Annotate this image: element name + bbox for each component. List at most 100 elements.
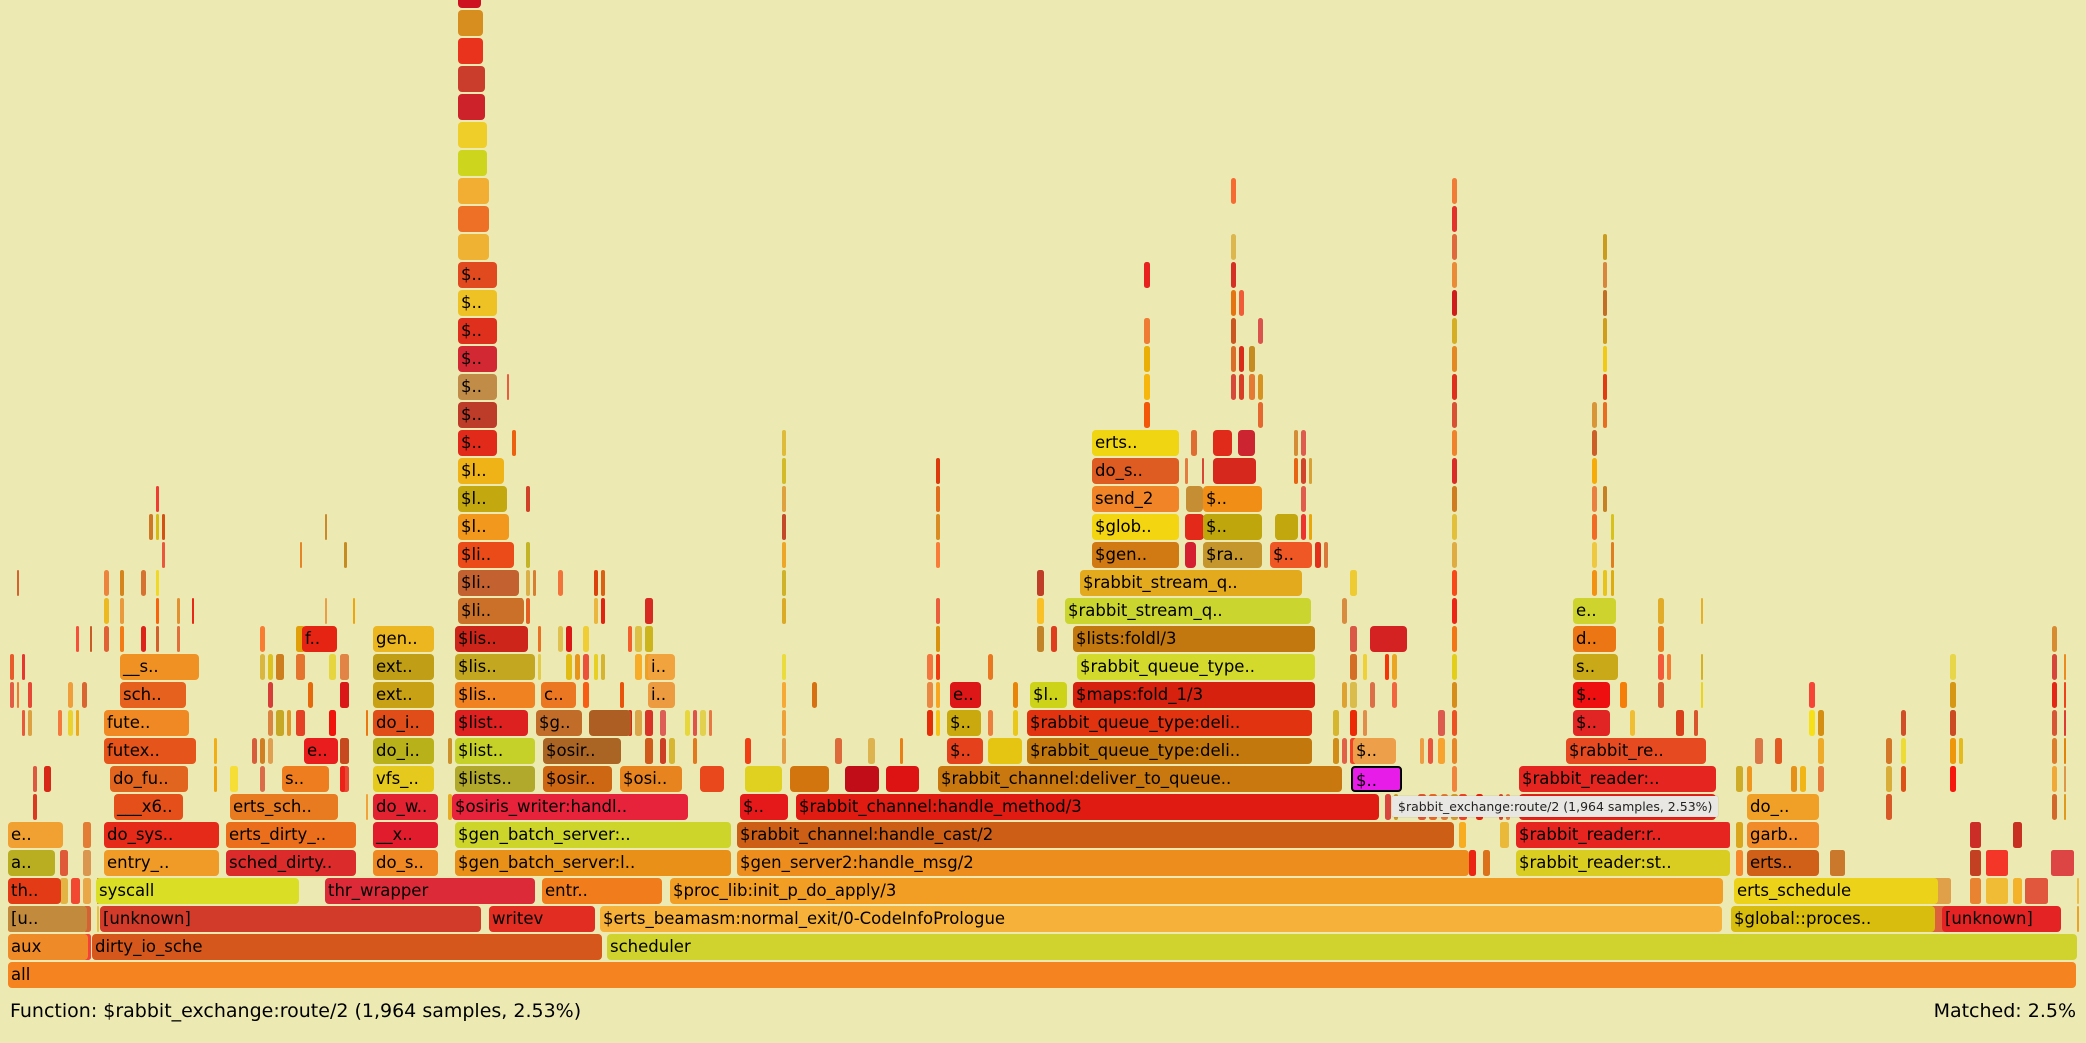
flame-sliver[interactable]: [365, 794, 369, 820]
flame-frame[interactable]: do_s..: [1092, 458, 1179, 484]
flame-sliver[interactable]: [155, 626, 160, 652]
flame-frame[interactable]: $..: [458, 374, 497, 400]
flame-sliver[interactable]: [162, 542, 165, 568]
flame-frame[interactable]: [589, 710, 631, 736]
flame-frame[interactable]: $..: [458, 430, 497, 456]
flame-sliver[interactable]: [1248, 346, 1256, 372]
flame-frame[interactable]: e..: [304, 738, 338, 764]
flame-sliver[interactable]: [176, 598, 181, 624]
flame-sliver[interactable]: [565, 626, 573, 652]
flame-sliver[interactable]: [1350, 626, 1357, 652]
flame-frame[interactable]: [458, 122, 487, 148]
flame-sliver[interactable]: [1603, 346, 1608, 372]
flame-frame[interactable]: [1213, 430, 1232, 456]
flame-sliver[interactable]: [1452, 766, 1457, 792]
flame-sliver[interactable]: [1385, 794, 1392, 820]
flame-sliver[interactable]: [448, 794, 452, 820]
flame-frame[interactable]: $ra..: [1203, 542, 1262, 568]
flame-sliver[interactable]: [1369, 682, 1376, 708]
flame-sliver[interactable]: [1736, 850, 1744, 876]
flame-sliver[interactable]: [1452, 542, 1457, 568]
flame-frame[interactable]: [1185, 514, 1204, 540]
flame-frame[interactable]: [458, 0, 481, 8]
flame-sliver[interactable]: [1384, 654, 1390, 680]
flame-frame[interactable]: [unknown]: [1942, 906, 2061, 932]
flame-sliver[interactable]: [267, 654, 274, 680]
flame-sliver[interactable]: [58, 710, 62, 736]
flame-frame[interactable]: gen..: [373, 626, 434, 652]
flame-sliver[interactable]: [1701, 682, 1704, 708]
flame-sliver[interactable]: [1300, 430, 1306, 456]
flame-sliver[interactable]: [1239, 290, 1244, 316]
flame-sliver[interactable]: [1592, 430, 1598, 456]
flame-frame[interactable]: [u..: [8, 906, 87, 932]
flame-sliver[interactable]: [927, 682, 934, 708]
flame-sliver[interactable]: [538, 626, 541, 652]
flame-sliver[interactable]: [834, 738, 843, 764]
flame-sliver[interactable]: [83, 878, 92, 904]
flame-sliver[interactable]: [1333, 738, 1339, 764]
flame-sliver[interactable]: [2063, 738, 2066, 764]
flame-frame[interactable]: [458, 150, 487, 176]
flame-sliver[interactable]: [339, 682, 350, 708]
flame-sliver[interactable]: [533, 570, 537, 596]
flame-sliver[interactable]: [659, 738, 666, 764]
flame-sliver[interactable]: [1144, 318, 1151, 344]
flame-frame[interactable]: $l..: [458, 458, 504, 484]
flame-sliver[interactable]: [1342, 682, 1348, 708]
flame-sliver[interactable]: [1809, 710, 1815, 736]
flame-frame[interactable]: syscall: [96, 878, 299, 904]
flame-frame[interactable]: [886, 766, 919, 792]
flame-frame[interactable]: $..: [1573, 710, 1610, 736]
flame-sliver[interactable]: [1258, 402, 1263, 428]
flame-frame[interactable]: $..: [458, 318, 497, 344]
flame-frame[interactable]: sched_dirty..: [226, 850, 356, 876]
flame-sliver[interactable]: [1736, 766, 1744, 792]
flame-sliver[interactable]: [692, 710, 698, 736]
flame-sliver[interactable]: [1230, 262, 1237, 288]
flame-sliver[interactable]: [295, 626, 305, 652]
flame-sliver[interactable]: [782, 654, 787, 680]
flame-sliver[interactable]: [1452, 626, 1457, 652]
flame-sliver[interactable]: [1603, 402, 1608, 428]
flame-sliver[interactable]: [448, 738, 452, 764]
flame-sliver[interactable]: [1817, 710, 1825, 736]
flame-sliver[interactable]: [2052, 710, 2057, 736]
flame-sliver[interactable]: [27, 682, 32, 708]
flame-frame[interactable]: $l..: [458, 486, 507, 512]
flame-sliver[interactable]: [230, 766, 238, 792]
flame-frame[interactable]: $..: [947, 738, 983, 764]
flame-frame[interactable]: $..: [458, 402, 497, 428]
flame-frame[interactable]: $proc_lib:init_p_do_apply/3: [670, 878, 1723, 904]
flame-frame[interactable]: $rabbit_channel:handle_cast/2: [737, 822, 1454, 848]
flame-frame[interactable]: $lis..: [455, 682, 535, 708]
flame-frame[interactable]: [790, 766, 829, 792]
flame-sliver[interactable]: [1293, 430, 1298, 456]
flame-frame[interactable]: $gen..: [1092, 542, 1179, 568]
flame-sliver[interactable]: [1459, 822, 1467, 848]
flame-sliver[interactable]: [75, 710, 79, 736]
flame-sliver[interactable]: [1392, 654, 1397, 680]
flame-frame[interactable]: $lis..: [455, 626, 528, 652]
flame-sliver[interactable]: [936, 598, 941, 624]
flame-frame[interactable]: $osi..: [620, 766, 682, 792]
flame-sliver[interactable]: [1036, 598, 1044, 624]
flame-frame[interactable]: $gen_batch_server:l..: [455, 850, 731, 876]
flame-sliver[interactable]: [1300, 514, 1306, 540]
flame-sliver[interactable]: [1452, 262, 1457, 288]
flame-sliver[interactable]: [1230, 374, 1237, 400]
flame-sliver[interactable]: [782, 570, 787, 596]
flame-sliver[interactable]: [782, 514, 787, 540]
flame-sliver[interactable]: [512, 430, 516, 456]
flame-sliver[interactable]: [295, 654, 305, 680]
flame-sliver[interactable]: [176, 626, 181, 652]
flame-sliver[interactable]: [1350, 654, 1357, 680]
flame-frame[interactable]: $..: [1353, 738, 1396, 764]
flame-sliver[interactable]: [329, 654, 337, 680]
flame-sliver[interactable]: [1452, 458, 1457, 484]
flame-frame[interactable]: e..: [950, 682, 981, 708]
flame-sliver[interactable]: [1201, 458, 1205, 484]
flame-sliver[interactable]: [558, 626, 563, 652]
flame-frame[interactable]: $osir..: [543, 766, 612, 792]
flame-frame[interactable]: thr_wrapper: [325, 878, 535, 904]
